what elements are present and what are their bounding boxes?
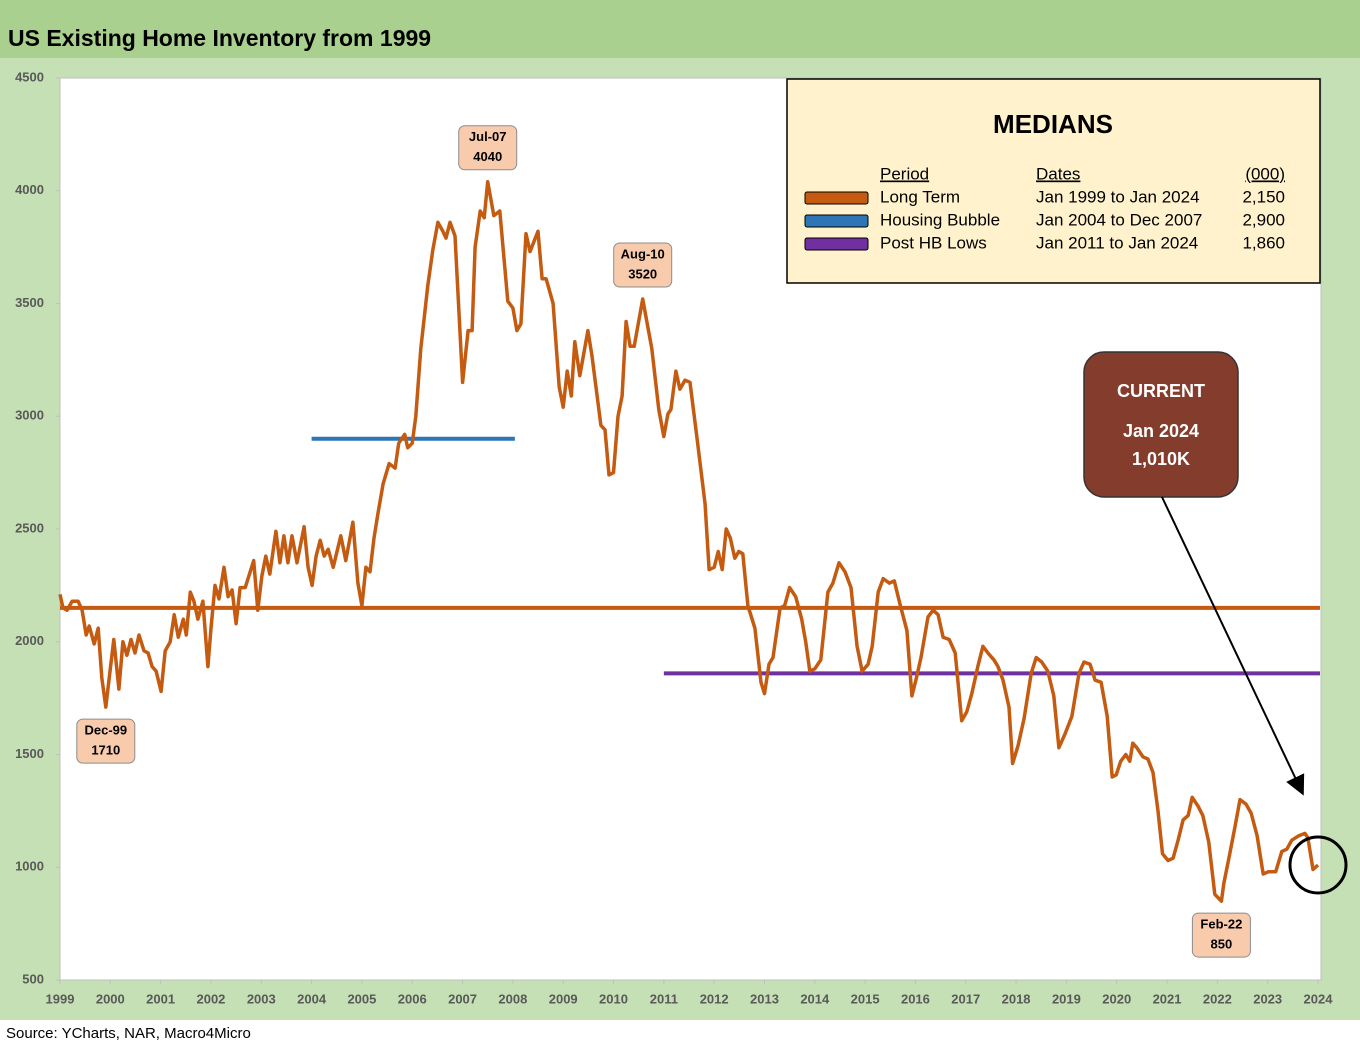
annotation-label: Aug-10 xyxy=(621,246,665,261)
x-tick-label: 2017 xyxy=(951,991,980,1006)
x-tick-label: 2002 xyxy=(196,991,225,1006)
x-tick-label: 2023 xyxy=(1253,991,1282,1006)
y-tick-label: 3000 xyxy=(15,408,44,423)
x-tick-label: 2016 xyxy=(901,991,930,1006)
legend-dates: Jan 2011 to Jan 2024 xyxy=(1036,233,1198,252)
x-tick-label: 2001 xyxy=(146,991,175,1006)
annotation-label: Feb-22 xyxy=(1200,917,1242,932)
callout-box xyxy=(1083,351,1239,498)
legend-header: Period xyxy=(880,164,929,183)
y-tick-label: 1500 xyxy=(15,746,44,761)
x-tick-label: 2003 xyxy=(247,991,276,1006)
annotation-value: 1710 xyxy=(91,743,120,758)
y-tick-label: 2000 xyxy=(15,633,44,648)
current-highlight xyxy=(1288,835,1348,895)
annotation-box xyxy=(613,242,673,288)
annotation-box xyxy=(1191,912,1251,958)
callout-value: 1,010K xyxy=(1132,449,1190,469)
data-line xyxy=(58,179,1320,903)
x-tick-label: 2010 xyxy=(599,991,628,1006)
footer-band xyxy=(0,1020,1360,1048)
legend-name: Post HB Lows xyxy=(880,233,987,252)
x-tick-label: 2011 xyxy=(650,991,678,1006)
y-tick-label: 2500 xyxy=(15,520,44,535)
annotation-value: 3520 xyxy=(628,266,657,281)
x-tick-label: 2000 xyxy=(96,991,125,1006)
legend-dates: Jan 2004 to Dec 2007 xyxy=(1036,210,1202,229)
x-tick-label: 2012 xyxy=(700,991,729,1006)
y-tick-label: 1000 xyxy=(15,859,44,874)
x-tick-label: 2008 xyxy=(498,991,527,1006)
callout-title: CURRENT xyxy=(1117,381,1205,401)
x-tick-label: 1999 xyxy=(46,991,75,1006)
x-tick-label: 2018 xyxy=(1002,991,1031,1006)
x-tick-label: 2022 xyxy=(1203,991,1232,1006)
legend-title: MEDIANS xyxy=(993,109,1113,139)
legend-box xyxy=(786,78,1321,284)
legend-name: Housing Bubble xyxy=(880,210,1000,229)
y-tick-label: 500 xyxy=(22,971,44,986)
x-tick-label: 2004 xyxy=(297,991,327,1006)
legend-header: (000) xyxy=(1245,164,1285,183)
annotation-label: Jul-07 xyxy=(469,129,507,144)
y-tick-label: 3500 xyxy=(15,295,44,310)
legend-header: Dates xyxy=(1036,164,1080,183)
legend-swatch xyxy=(804,237,869,251)
x-tick-label: 2024 xyxy=(1304,991,1334,1006)
annotation-value: 850 xyxy=(1211,937,1233,952)
x-tick-label: 2007 xyxy=(448,991,477,1006)
x-tick-label: 2015 xyxy=(851,991,880,1006)
x-tick-label: 2013 xyxy=(750,991,779,1006)
source: Source: YCharts, NAR, Macro4Micro xyxy=(6,1025,251,1042)
legend-name: Long Term xyxy=(880,187,960,206)
annotation-box xyxy=(458,125,518,171)
legend-value: 1,860 xyxy=(1242,233,1285,252)
callout-arrow xyxy=(1161,496,1305,796)
y-tick-label: 4500 xyxy=(15,69,44,84)
chart-title: US Existing Home Inventory from 1999 xyxy=(8,25,431,51)
legend-dates: Jan 1999 to Jan 2024 xyxy=(1036,187,1200,206)
x-tick-label: 2014 xyxy=(800,991,830,1006)
x-tick-label: 2019 xyxy=(1052,991,1081,1006)
callout-date: Jan 2024 xyxy=(1123,421,1199,441)
x-tick-label: 2006 xyxy=(398,991,427,1006)
x-tick-label: 2009 xyxy=(549,991,578,1006)
annotation-label: Dec-99 xyxy=(84,723,127,738)
title-band xyxy=(0,0,1360,58)
legend-value: 2,150 xyxy=(1242,187,1285,206)
x-tick-label: 2021 xyxy=(1153,991,1182,1006)
x-tick-label: 2020 xyxy=(1102,991,1131,1006)
x-tick-label: 2005 xyxy=(347,991,376,1006)
legend-swatch xyxy=(804,214,869,228)
annotation-box xyxy=(76,718,136,764)
y-tick-label: 4000 xyxy=(15,182,44,197)
legend-value: 2,900 xyxy=(1242,210,1285,229)
annotation-value: 4040 xyxy=(473,149,502,164)
legend-swatch xyxy=(804,191,869,205)
